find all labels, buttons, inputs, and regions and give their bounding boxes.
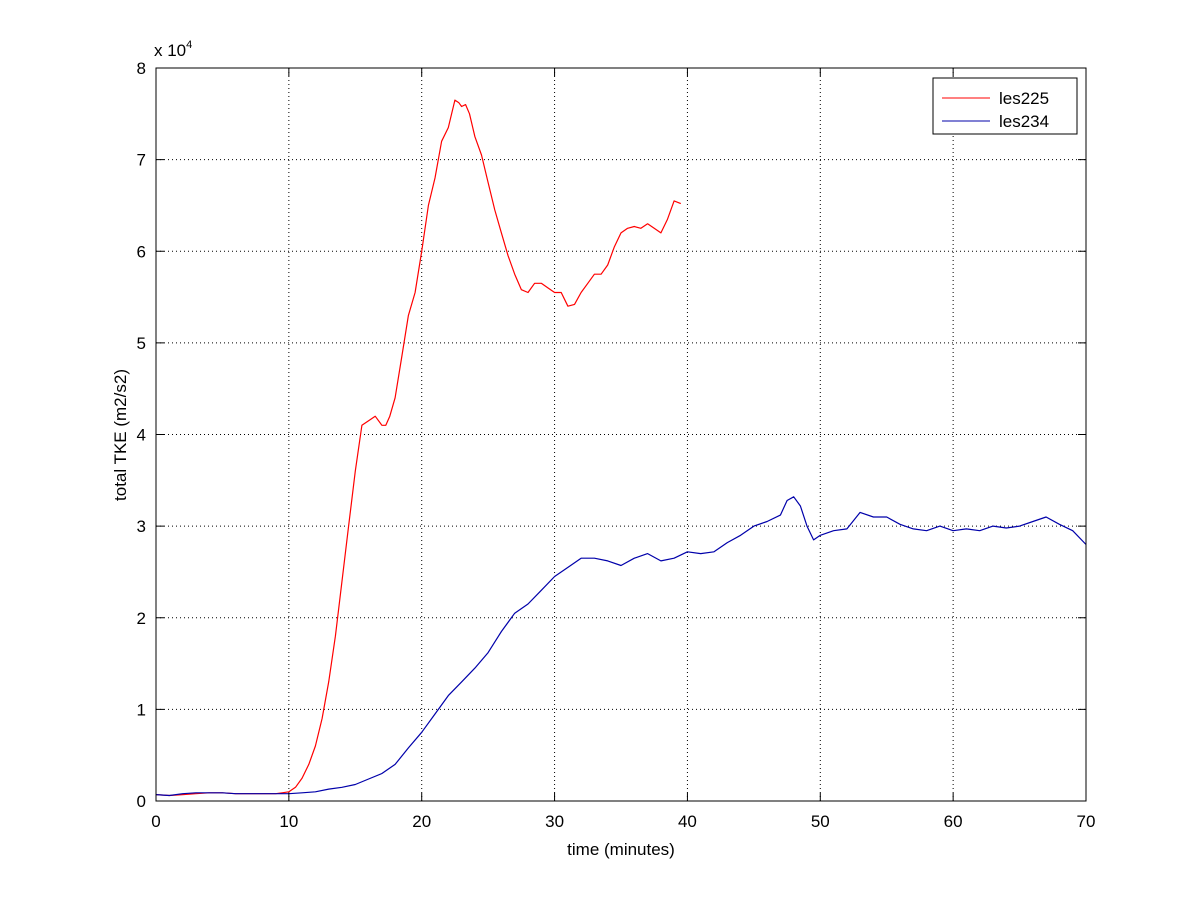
y-tick-label: 0: [137, 792, 146, 811]
legend-box: [932, 77, 1078, 135]
x-tick-label: 0: [151, 812, 160, 831]
x-tick-label: 10: [279, 812, 298, 831]
axis-ticks: 0 10 20 30 40 50 60 70 0 1 2 3 4 5 6 7 8: [137, 59, 1096, 831]
x-tick-label: 60: [944, 812, 963, 831]
y-multiplier-exponent: 4: [186, 39, 192, 51]
legend: les225 les234: [932, 77, 1078, 135]
y-tick-label: 2: [137, 609, 146, 628]
legend-label-les225: les225: [999, 89, 1049, 108]
y-tick-label: 7: [137, 151, 146, 170]
series-lines: [155, 99, 1087, 797]
y-tick-label: 5: [137, 334, 146, 353]
x-axis-title: time (minutes): [567, 840, 675, 859]
y-axis-title: total TKE (m2/s2): [111, 369, 130, 501]
y-multiplier-label: x 104: [154, 39, 192, 60]
series-line-les225: [155, 99, 682, 797]
x-tick-label: 20: [412, 812, 431, 831]
x-tick-label: 70: [1077, 812, 1096, 831]
x-tick-label: 40: [678, 812, 697, 831]
legend-label-les234: les234: [999, 112, 1049, 131]
y-tick-label: 4: [137, 426, 146, 445]
x-tick-label: 50: [811, 812, 830, 831]
x-tick-label: 30: [545, 812, 564, 831]
y-tick-label: 1: [137, 700, 146, 719]
series-line-les234: [155, 496, 1087, 797]
y-tick-label: 6: [137, 242, 146, 261]
y-tick-label: 3: [137, 517, 146, 536]
y-tick-label: 8: [137, 59, 146, 78]
grid-lines: [156, 68, 1086, 801]
